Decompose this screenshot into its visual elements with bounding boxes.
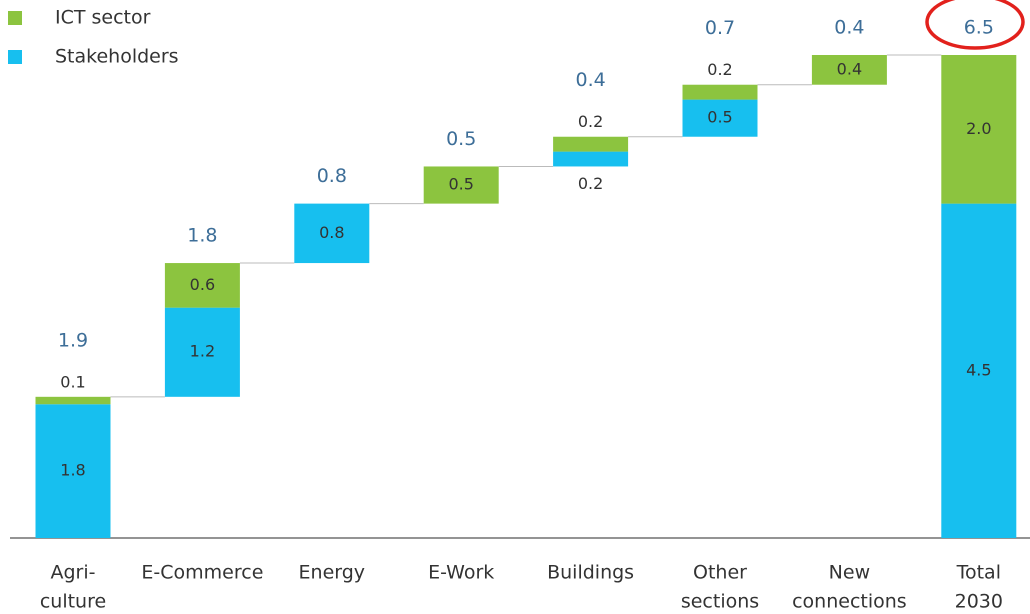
data-label: 0.5 xyxy=(707,108,732,127)
data-label: 1.2 xyxy=(190,342,215,361)
data-label: 0.2 xyxy=(578,112,603,131)
legend-label: Stakeholders xyxy=(55,46,179,68)
total-label: 6.5 xyxy=(964,17,994,39)
total-label: 0.7 xyxy=(705,17,735,39)
bar-segment xyxy=(35,396,111,405)
total-label: 1.8 xyxy=(187,225,217,247)
x-tick-label: culture xyxy=(40,591,106,611)
bar-segment xyxy=(553,151,629,167)
data-label: 4.5 xyxy=(966,360,991,379)
legend-swatch xyxy=(8,11,22,25)
x-tick-label: 2030 xyxy=(955,591,1003,611)
data-label: 0.4 xyxy=(837,59,862,78)
data-label: 0.2 xyxy=(578,174,603,193)
x-tick-label: Total xyxy=(956,562,1001,584)
data-label: 0.5 xyxy=(448,175,473,194)
data-label: 0.2 xyxy=(707,60,732,79)
bar-segment xyxy=(682,84,758,100)
x-tick-label: New xyxy=(829,562,870,584)
total-label: 0.4 xyxy=(575,69,605,91)
data-label: 0.1 xyxy=(60,372,85,391)
x-tick-label: Agri- xyxy=(50,562,95,584)
x-tick-label: Buildings xyxy=(547,562,634,584)
data-label: 2.0 xyxy=(966,119,991,138)
x-tick-label: E-Work xyxy=(428,562,494,584)
bar-segment xyxy=(164,263,240,308)
total-label: 0.5 xyxy=(446,128,476,150)
bar-segment xyxy=(423,166,499,204)
total-label: 0.4 xyxy=(834,17,864,39)
data-label: 0.8 xyxy=(319,223,344,242)
x-tick-label: Energy xyxy=(299,562,366,584)
x-tick-label: connections xyxy=(792,591,907,611)
x-tick-label: sections xyxy=(681,591,759,611)
bar-segment xyxy=(941,203,1017,538)
data-label: 0.6 xyxy=(190,275,215,294)
bar-segment xyxy=(553,136,629,152)
bar-segment xyxy=(682,99,758,137)
total-label: 0.8 xyxy=(317,165,347,187)
bar-segment xyxy=(294,203,370,264)
total-label: 1.9 xyxy=(58,329,88,351)
x-tick-label: E-Commerce xyxy=(141,562,263,584)
bar-segment xyxy=(35,404,111,538)
highlight-circle xyxy=(925,0,1025,50)
legend-swatch xyxy=(8,50,22,64)
bar-segment xyxy=(811,55,887,85)
bar-segment xyxy=(164,307,240,397)
data-label: 1.8 xyxy=(60,461,85,480)
x-tick-label: Other xyxy=(693,562,747,584)
legend-label: ICT sector xyxy=(55,7,151,29)
bar-segment xyxy=(941,55,1017,204)
